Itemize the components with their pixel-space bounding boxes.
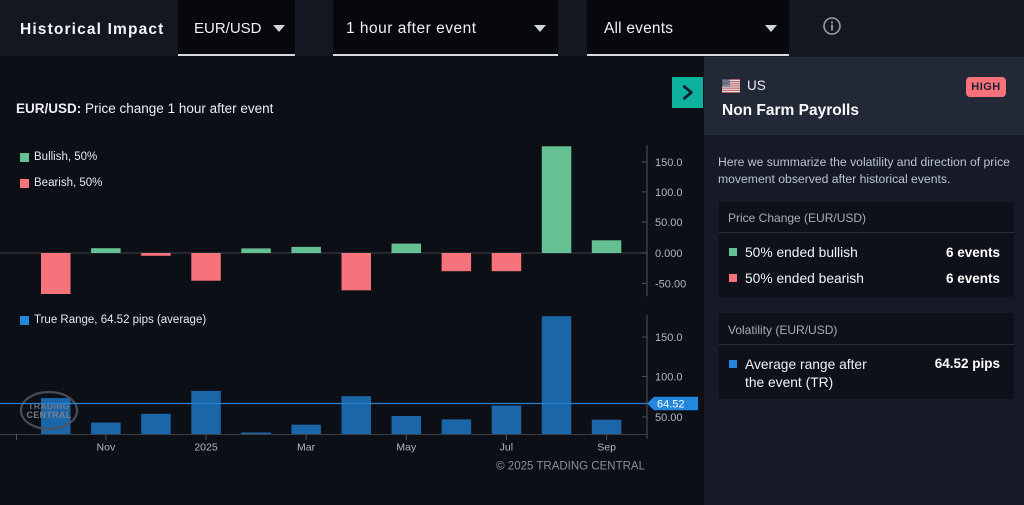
svg-text:-50.00: -50.00 xyxy=(655,278,686,290)
svg-text:50.00: 50.00 xyxy=(655,217,683,229)
svg-text:May: May xyxy=(396,442,417,454)
svg-text:100.0: 100.0 xyxy=(655,187,683,199)
svg-text:© 2025 TRADING CENTRAL: © 2025 TRADING CENTRAL xyxy=(496,461,645,473)
svg-text:TRADING: TRADING xyxy=(28,401,70,411)
svg-text:Jul: Jul xyxy=(500,442,513,454)
svg-text:Sep: Sep xyxy=(597,442,616,454)
svg-text:CENTRAL: CENTRAL xyxy=(26,410,71,420)
svg-text:64.52: 64.52 xyxy=(657,399,685,411)
svg-text:50.00: 50.00 xyxy=(655,412,683,424)
svg-text:Nov: Nov xyxy=(97,442,116,454)
svg-text:150.0: 150.0 xyxy=(655,332,683,344)
svg-text:150.0: 150.0 xyxy=(655,157,683,169)
svg-text:2025: 2025 xyxy=(194,442,218,454)
svg-text:100.0: 100.0 xyxy=(655,371,683,383)
svg-text:Mar: Mar xyxy=(297,442,316,454)
svg-text:0.000: 0.000 xyxy=(655,248,683,260)
